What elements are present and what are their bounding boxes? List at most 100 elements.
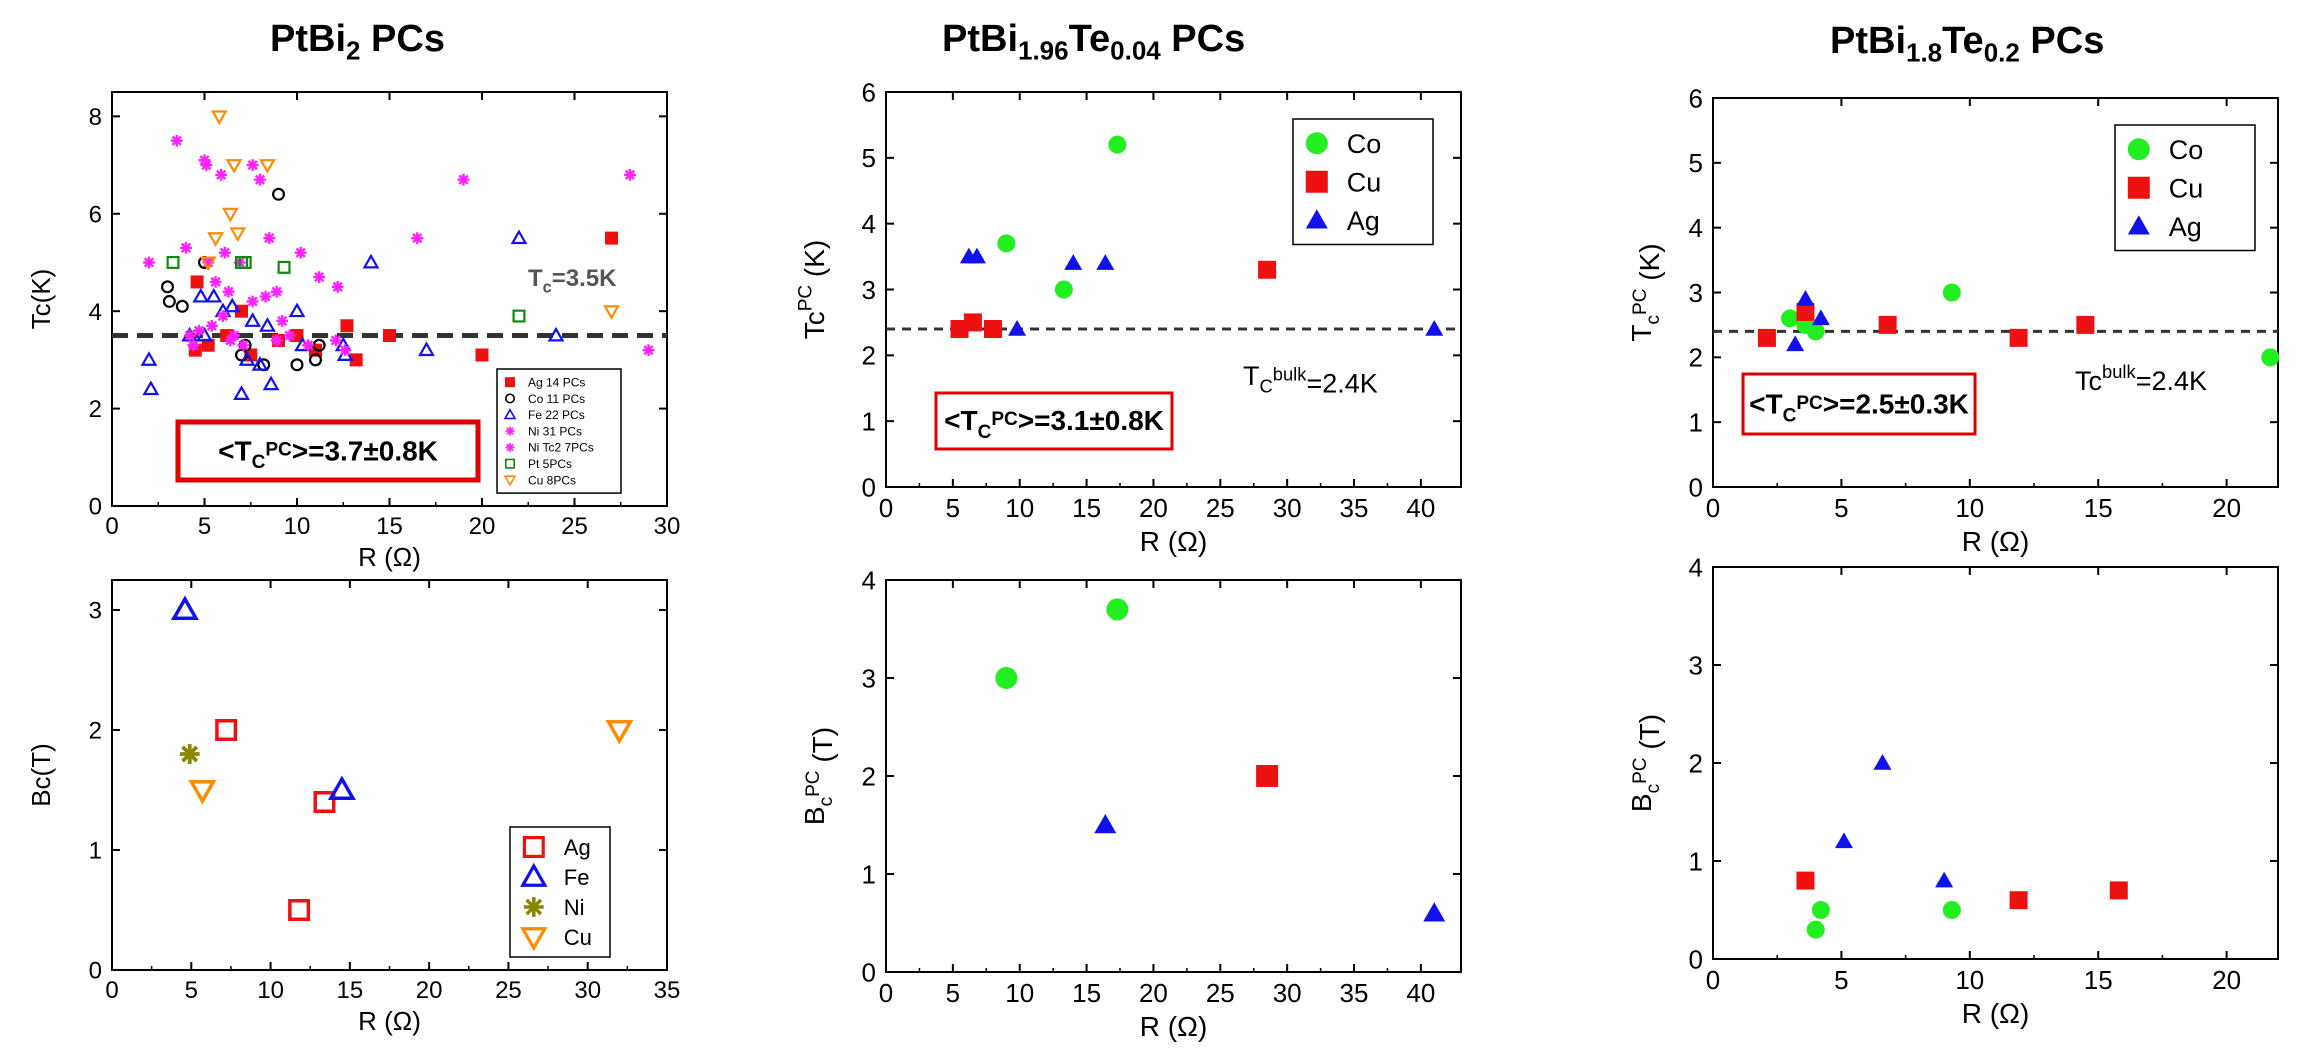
- data-point: [313, 271, 326, 283]
- data-point: [605, 720, 634, 745]
- chart-tc-te02: 0 5 10 15 20 0 1 2 3 4 5 6 R (Ω) TcPC (K) Tcbulk=2.4K <…: [1626, 83, 2280, 557]
- data-point: [215, 168, 227, 181]
- data-point: [180, 242, 192, 254]
- x-tick-label: 10: [1005, 978, 1034, 1008]
- x-tick-label: 5: [1834, 493, 1848, 523]
- y-tick-label: 0: [862, 957, 876, 987]
- chart-tc-te004: 0 5 10 15 20 25 30 35 40 0 1 2 3 4 5 6 R (Ω) TcPC (K) TCbu…: [795, 77, 1462, 557]
- legend-marker: [505, 377, 515, 388]
- x-tick-label: 35: [1340, 493, 1369, 523]
- y-tick-label: 0: [1689, 944, 1703, 974]
- data-point: [222, 285, 235, 298]
- legend: Ag Fe Ni Cu: [509, 826, 611, 958]
- y-axis-label: Bc(T): [26, 743, 56, 807]
- legend-label: Co: [2169, 135, 2204, 165]
- data-point: [2009, 328, 2028, 347]
- x-tick-label: 0: [105, 977, 118, 1004]
- legend-label: Cu: [564, 925, 592, 950]
- x-tick-label: 15: [337, 977, 364, 1004]
- x-tick-label: 20: [2212, 965, 2241, 995]
- data-point: [1834, 832, 1853, 849]
- data-point: [209, 276, 222, 288]
- data-point: [1796, 871, 1815, 890]
- legend-marker: [505, 442, 515, 452]
- y-tick-label: 0: [89, 494, 102, 521]
- legend-marker: [2127, 215, 2150, 235]
- data-point: [259, 159, 276, 174]
- data-point: [1108, 135, 1127, 154]
- x-axis-label: R (Ω): [358, 542, 421, 572]
- data-point: [288, 899, 311, 921]
- y-tick-label: 4: [862, 565, 876, 595]
- plot-frame: [885, 579, 1462, 973]
- data-point: [983, 320, 1002, 338]
- legend-label: Ni: [564, 895, 585, 920]
- x-tick-label: 10: [1955, 965, 1984, 995]
- series-cu: [1796, 871, 2128, 910]
- legend-marker: [503, 475, 517, 487]
- data-point: [175, 299, 189, 313]
- data-point: [1781, 309, 1800, 328]
- data-point: [192, 287, 210, 303]
- y-axis-label: BcPC (T): [799, 727, 838, 825]
- y-tick-label: 1: [1689, 846, 1703, 876]
- legend-marker: [1305, 170, 1328, 193]
- data-point: [2009, 891, 2028, 910]
- legend-marker: [505, 426, 515, 436]
- legend-label: Fe: [564, 865, 590, 890]
- data-point: [1094, 814, 1117, 834]
- series-co: [1806, 901, 1961, 939]
- data-point: [2261, 348, 2280, 367]
- series-fe: [170, 595, 356, 800]
- y-tick-label: 2: [862, 761, 876, 791]
- legend-frame: [496, 368, 622, 494]
- data-point: [205, 287, 223, 303]
- data-point: [244, 312, 261, 327]
- x-tick-label: 15: [1072, 978, 1101, 1008]
- data-point: [262, 375, 280, 391]
- data-point: [193, 324, 205, 337]
- x-tick-label: 25: [1206, 978, 1235, 1008]
- x-tick-label: 35: [1340, 978, 1369, 1008]
- x-tick-label: 30: [574, 977, 601, 1004]
- data-point: [238, 255, 252, 269]
- y-tick-label: 6: [862, 77, 876, 107]
- y-tick-label: 0: [862, 472, 876, 502]
- legend: Ag 14 PCs Co 11 PCs Fe 22 PCs Ni 31 PCs Ni T…: [496, 368, 622, 494]
- y-tick-label: 2: [89, 396, 102, 423]
- plot-frame: [1712, 566, 2279, 960]
- data-point: [418, 341, 435, 357]
- data-point: [1942, 283, 1961, 302]
- x-tick-label: 15: [376, 513, 403, 540]
- y-tick-label: 4: [862, 209, 876, 239]
- data-point: [1054, 280, 1073, 299]
- x-tick-label: 25: [1206, 493, 1235, 523]
- legend-marker: [1305, 132, 1328, 155]
- legend-marker: [504, 393, 515, 404]
- title-ptbi18te02: PtBi1.8Te0.2 PCs: [1830, 20, 2105, 68]
- legend-label: Ag 14 PCs: [528, 375, 585, 389]
- data-point: [624, 168, 636, 181]
- x-tick-label: 5: [946, 493, 960, 523]
- x-tick-label: 40: [1406, 493, 1435, 523]
- data-point: [340, 319, 354, 333]
- y-tick-label: 1: [862, 407, 876, 437]
- y-tick-label: 5: [1689, 148, 1703, 178]
- data-point: [1064, 254, 1083, 270]
- y-axis-label: TcPC (K): [795, 240, 830, 340]
- reference-line-label: Tcbulk=2.4K: [2075, 361, 2207, 396]
- y-tick-label: 0: [89, 958, 102, 985]
- data-point: [1256, 765, 1279, 787]
- data-point: [1878, 315, 1897, 334]
- legend-marker: [1305, 209, 1328, 229]
- data-point: [362, 253, 380, 269]
- x-tick-label: 20: [1139, 978, 1168, 1008]
- data-point: [246, 159, 259, 171]
- x-tick-label: 20: [1139, 493, 1168, 523]
- series-cu: [1757, 302, 2095, 347]
- y-tick-label: 5: [862, 143, 876, 173]
- reference-line-label: TCbulk=2.4K: [1243, 361, 1378, 399]
- average-tc-box: [1741, 372, 1977, 436]
- x-tick-label: 0: [879, 978, 893, 1008]
- y-tick-label: 4: [89, 299, 102, 326]
